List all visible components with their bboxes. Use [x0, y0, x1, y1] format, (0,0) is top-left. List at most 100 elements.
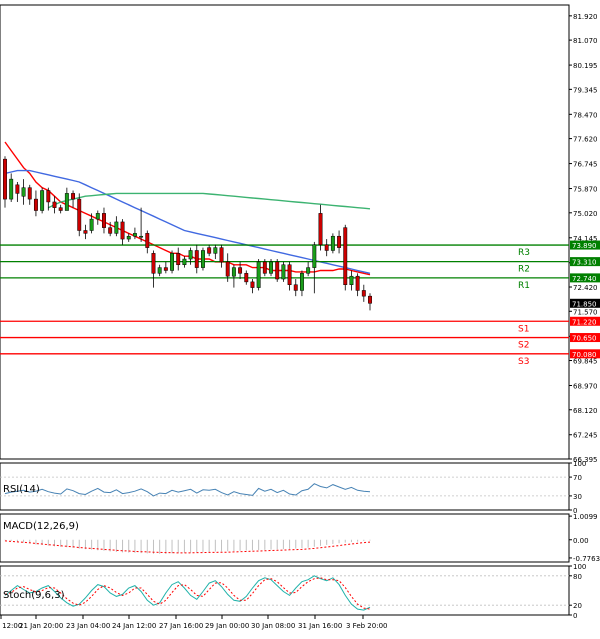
- candle-body: [176, 253, 181, 266]
- stoch-y-tick-label: 80: [573, 573, 582, 581]
- candle-body: [46, 190, 51, 203]
- candle-body: [349, 275, 354, 285]
- macd-title: MACD(12,26,9): [3, 521, 79, 532]
- rsi-line: [4, 483, 371, 497]
- price-frame: [0, 4, 570, 460]
- price-tag-box: [570, 257, 600, 267]
- candle-body: [58, 207, 63, 211]
- price-tag-label: 73.310: [572, 259, 597, 267]
- price-panel: 81.920 81.070 80.195 79.345 78.470 77.620 76.7…: [0, 4, 600, 464]
- price-y-tick-label: 69.845: [573, 358, 598, 366]
- price-tag-label: 70.650: [572, 335, 597, 343]
- price-tag-label: 70.080: [572, 351, 597, 359]
- x-tick-label: 23 Jan 04:00: [66, 622, 110, 630]
- candle-body: [361, 290, 366, 297]
- candle-body: [330, 235, 335, 251]
- candle-body: [89, 218, 94, 231]
- price-y-tick-label: 68.970: [573, 382, 598, 390]
- macd-y-tick-label: 0.00: [573, 537, 589, 545]
- candle-body: [207, 247, 212, 254]
- price-y-tick-label: 79.345: [573, 86, 598, 94]
- price-y-tick-label: 76.745: [573, 161, 598, 169]
- candle-body: [145, 233, 150, 248]
- rsi-panel: 100 70 30 0 RSI(14): [0, 460, 586, 515]
- pivot-level-name: R3: [518, 248, 530, 258]
- candle-body: [324, 244, 329, 251]
- candle-body: [163, 267, 168, 271]
- candle-body: [219, 247, 224, 263]
- candle-body: [256, 261, 261, 288]
- price-tag-box: [570, 349, 600, 359]
- candle-body: [40, 190, 45, 211]
- price-y-tick-label: 72.420: [573, 284, 598, 292]
- price-tag-box: [570, 240, 600, 250]
- x-tick-label: 30 Jan 08:00: [251, 622, 295, 630]
- candle-body: [120, 221, 125, 240]
- price-tag-label: 73.890: [572, 242, 597, 250]
- candle-body: [102, 213, 106, 228]
- price-y-tick-label: 71.570: [573, 308, 598, 316]
- candle-body: [231, 267, 236, 277]
- candle-body: [269, 261, 273, 274]
- x-tick-label: 20 Jan 12:00: [0, 622, 22, 630]
- candle-body: [262, 261, 267, 274]
- candle-body: [126, 235, 131, 240]
- x-tick-label: 31 Jan 16:00: [298, 622, 342, 630]
- pivot-level-name: S3: [518, 357, 529, 367]
- candle-body: [9, 178, 14, 200]
- price-tag-label: 71.220: [572, 318, 597, 326]
- candle-body: [244, 273, 249, 283]
- rsi-y-tick-label: 70: [573, 474, 582, 482]
- price-tag-box: [570, 298, 600, 308]
- pivot-level-name: S2: [518, 341, 529, 351]
- price-tag-box: [570, 333, 600, 343]
- stochastic-panel: 100 80 20 0 Stoch(9,6,3): [0, 563, 586, 620]
- candle-body: [194, 250, 199, 268]
- x-tick-label: 3 Feb 20:00: [346, 622, 387, 630]
- rsi-frame: [0, 462, 570, 511]
- candle-body: [71, 193, 76, 200]
- pivot-level-name: R1: [518, 281, 530, 291]
- candle-body: [64, 193, 69, 211]
- rsi-title: RSI(14): [3, 484, 40, 495]
- candle-body: [275, 261, 280, 280]
- candle-body: [318, 213, 323, 246]
- macd-panel: 1.0099 0.00 -0.7763 MACD(12,26,9): [0, 513, 600, 563]
- macd-y-tick-label: 1.0099: [573, 513, 598, 521]
- candle-body: [151, 253, 156, 274]
- candle-body: [132, 233, 137, 237]
- rsi-y-tick-label: 0: [573, 507, 577, 515]
- candle-body: [182, 258, 187, 266]
- candle-body: [238, 267, 243, 274]
- pivot-level-name: R2: [518, 265, 530, 275]
- stoch-frame: [0, 565, 570, 616]
- candle-body: [170, 253, 174, 271]
- x-tick-label: 27 Jan 16:00: [159, 622, 203, 630]
- candle-body: [21, 187, 26, 197]
- candle-body: [77, 198, 82, 231]
- candle-body: [33, 198, 38, 211]
- stoch-y-tick-label: 100: [573, 563, 586, 571]
- price-y-tick-label: 68.120: [573, 407, 598, 415]
- price-tag-box: [570, 273, 600, 283]
- stoch-main-line: [4, 575, 371, 611]
- price-tag-label: 72.740: [572, 275, 597, 283]
- x-tick-label: 29 Jan 00:00: [205, 622, 249, 630]
- stoch-y-tick-label: 0: [573, 612, 577, 620]
- candle-body: [3, 158, 7, 200]
- candle-body: [27, 187, 32, 200]
- candle-body: [108, 227, 113, 234]
- candle-body: [312, 244, 317, 268]
- candle-body: [52, 201, 57, 208]
- stoch-signal-line: [4, 577, 371, 610]
- macd-signal-line: [4, 540, 371, 554]
- candle-body: [368, 295, 372, 304]
- candle-body: [139, 235, 144, 238]
- price-y-tick-label: 75.870: [573, 186, 598, 194]
- candle-body: [250, 281, 255, 288]
- rsi-y-tick-label: 30: [573, 493, 582, 501]
- candle-body: [343, 227, 348, 285]
- price-y-tick-label: 75.020: [573, 210, 598, 218]
